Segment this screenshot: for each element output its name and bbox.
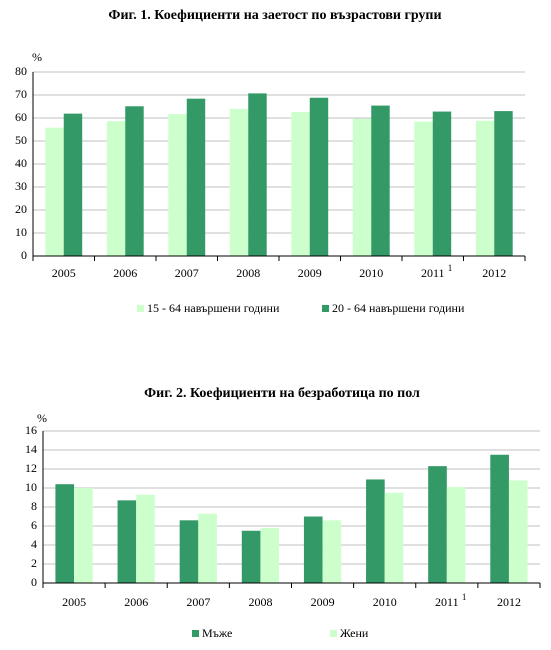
- x-tick-label: 2006: [113, 266, 137, 280]
- x-tick-label: 2007: [175, 266, 199, 280]
- legend-swatch: [322, 305, 329, 312]
- y-tick-label: 50: [15, 133, 27, 147]
- bar: [74, 488, 93, 583]
- y-tick-label: 70: [15, 87, 27, 101]
- bar: [179, 520, 199, 583]
- bar: [414, 121, 433, 257]
- y-tick-label: 2: [31, 556, 37, 570]
- bar: [186, 98, 206, 257]
- bar: [352, 118, 372, 256]
- x-tick-superscript: 1: [462, 592, 467, 602]
- chart-title: Фиг. 2. Коефициенти на безработица по по…: [144, 386, 420, 401]
- bar: [168, 114, 187, 256]
- chart-title: Фиг. 1. Коефициенти на заетост по възрас…: [108, 8, 441, 23]
- bar: [291, 112, 310, 257]
- bar: [475, 120, 495, 256]
- bar: [309, 97, 329, 256]
- bar: [229, 108, 249, 256]
- y-tick-label: 30: [15, 179, 27, 193]
- bar: [428, 466, 447, 583]
- x-tick-label: 2005: [62, 595, 86, 609]
- y-tick-label: 40: [15, 156, 27, 170]
- y-tick-label: 6: [31, 518, 37, 532]
- bar: [106, 121, 126, 256]
- bar: [494, 111, 513, 256]
- bar: [371, 105, 390, 256]
- bar: [490, 454, 509, 583]
- bar: [384, 492, 404, 583]
- y-axis-label: %: [32, 50, 42, 64]
- legend-label: 15 - 64 навършени години: [147, 301, 280, 315]
- bar: [432, 111, 452, 256]
- bar: [260, 527, 280, 583]
- bar: [136, 494, 155, 583]
- y-tick-label: 80: [15, 64, 27, 78]
- legend-swatch: [330, 630, 337, 637]
- bar: [125, 106, 144, 257]
- bar: [508, 480, 528, 583]
- bar: [322, 520, 342, 583]
- x-tick-label: 2008: [236, 266, 260, 280]
- y-tick-label: 14: [25, 442, 37, 456]
- bar: [303, 516, 323, 583]
- y-axis-label: %: [37, 411, 47, 425]
- x-tick-label: 2010: [359, 266, 383, 280]
- bar: [55, 484, 75, 583]
- y-tick-label: 10: [25, 480, 37, 494]
- y-tick-label: 0: [21, 248, 27, 262]
- x-tick-label: 2010: [373, 595, 397, 609]
- y-tick-label: 16: [25, 423, 37, 437]
- bar: [63, 113, 83, 256]
- bar: [117, 500, 137, 583]
- bar: [198, 513, 217, 583]
- y-tick-label: 60: [15, 110, 27, 124]
- x-tick-label: 2011: [421, 266, 445, 280]
- x-tick-label: 2012: [482, 266, 506, 280]
- x-tick-label: 2011: [435, 595, 459, 609]
- bar: [45, 127, 64, 256]
- bar: [446, 487, 466, 583]
- bar: [248, 93, 267, 256]
- bar: [241, 530, 261, 583]
- legend-swatch: [137, 305, 144, 312]
- legend-label: 20 - 64 навършени години: [332, 301, 465, 315]
- x-tick-label: 2006: [124, 595, 148, 609]
- y-tick-label: 20: [15, 202, 27, 216]
- x-tick-label: 2009: [298, 266, 322, 280]
- y-tick-label: 10: [15, 225, 27, 239]
- x-tick-superscript: 1: [448, 263, 453, 273]
- x-tick-label: 2005: [52, 266, 76, 280]
- x-tick-label: 2008: [248, 595, 272, 609]
- y-tick-label: 8: [31, 499, 37, 513]
- x-tick-label: 2012: [497, 595, 521, 609]
- legend-swatch: [192, 630, 199, 637]
- x-tick-label: 2009: [311, 595, 335, 609]
- y-tick-label: 4: [31, 537, 37, 551]
- bar: [366, 479, 385, 583]
- y-tick-label: 0: [31, 575, 37, 589]
- legend-label: Жени: [340, 626, 369, 640]
- y-tick-label: 12: [25, 461, 37, 475]
- legend-label: Мъже: [202, 626, 232, 640]
- x-tick-label: 2007: [186, 595, 210, 609]
